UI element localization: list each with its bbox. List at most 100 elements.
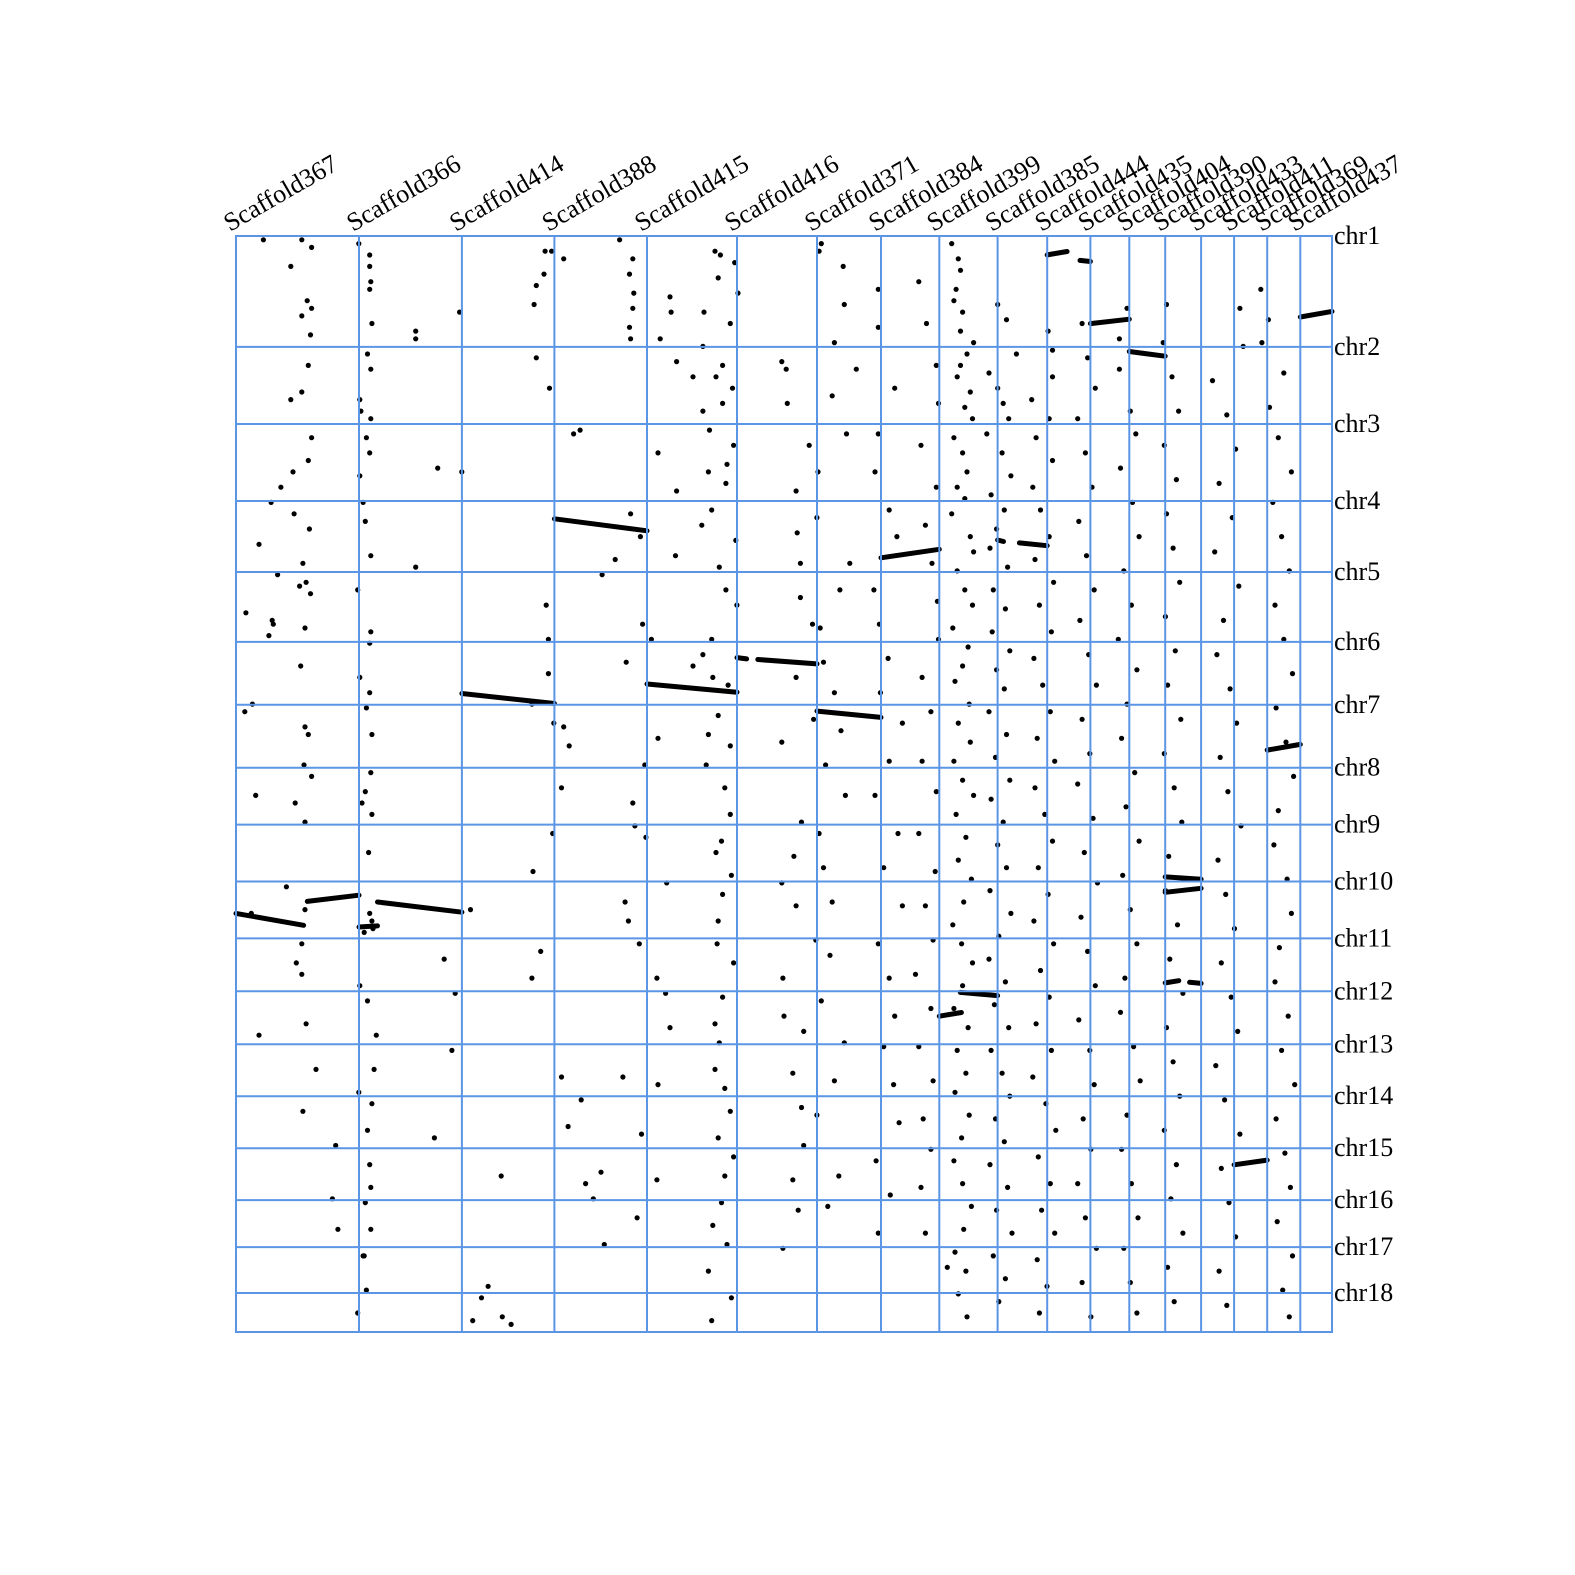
data-point [530,868,536,875]
data-point [951,1158,957,1164]
data-point [1040,682,1046,688]
data-point [290,469,296,475]
data-point [623,659,629,665]
data-point [1174,922,1181,928]
data-point [1236,583,1242,589]
data-point [253,792,259,799]
data-point [626,271,633,277]
data-point [969,960,976,966]
data-point [278,484,284,490]
data-point [270,621,276,627]
scatter-points [242,237,1298,1327]
data-point [886,975,892,981]
data-point [818,998,824,1004]
data-point [954,1047,960,1053]
data-point [283,884,289,890]
alignment-segment-Scaffold371-chr7 [814,708,884,720]
data-point [960,983,966,989]
data-point [363,1287,369,1293]
data-point [932,868,938,875]
data-point [1003,865,1010,871]
data-point [335,1226,341,1232]
chromosome-label: chr13 [1334,1029,1393,1058]
data-point [1223,891,1229,898]
data-point [1172,648,1178,654]
data-point [373,1032,379,1038]
data-point [302,625,308,631]
data-point [545,671,552,677]
data-point [705,731,712,738]
data-point [367,252,373,258]
data-point [1273,1116,1279,1122]
data-point [1092,385,1098,391]
data-point [561,256,567,262]
data-point [731,960,737,966]
data-point [965,644,971,650]
data-point [1000,819,1006,825]
chromosome-label: chr17 [1334,1232,1393,1261]
data-point [961,1226,967,1232]
data-point [875,286,881,292]
data-point [783,366,789,372]
data-point [843,431,850,437]
chromosome-label: chr4 [1334,486,1380,515]
data-point [984,431,990,437]
data-point [963,1268,969,1274]
data-point [872,792,878,799]
data-point [928,709,934,715]
data-point [960,777,966,783]
data-point [1000,400,1006,406]
alignment-segment-Scaffold366-chr10 [356,923,380,930]
data-point [301,762,307,768]
data-point [1049,457,1056,464]
data-point [922,522,929,528]
data-point [1286,1314,1292,1320]
data-point [1213,1063,1219,1069]
data-point [366,849,372,856]
data-point [654,1177,660,1183]
data-point [791,853,797,859]
data-point [965,1025,971,1031]
data-point [1047,1181,1053,1187]
data-point [797,560,804,566]
data-point [636,941,642,947]
data-point [583,1181,589,1187]
data-point [256,541,262,547]
data-point [1287,1184,1293,1190]
data-point [1165,1264,1171,1270]
data-point [986,370,992,376]
data-point [1173,477,1179,483]
data-point [654,975,660,981]
data-point [713,374,719,380]
data-point [798,819,805,825]
chromosome-label: chr1 [1334,221,1380,250]
alignment-segment-Scaffold414-chr6 [459,691,557,706]
data-point [1258,286,1264,292]
data-point [674,359,680,365]
data-point [307,591,314,597]
data-point [1076,518,1082,525]
data-point [1119,735,1125,741]
data-point [655,735,661,741]
data-point [1001,507,1007,513]
data-point [886,507,892,513]
data-point [731,442,737,448]
data-point [987,545,993,551]
data-point [1280,1287,1286,1293]
data-point [300,560,306,566]
data-point [922,1230,929,1236]
data-point [1081,849,1087,856]
data-point [305,731,311,738]
data-point [467,907,474,913]
data-point [648,636,655,643]
data-point [955,857,961,863]
data-point [275,572,281,578]
data-point [818,241,824,247]
data-point [999,1070,1005,1076]
data-point [971,340,977,346]
data-point [690,663,696,669]
data-point [933,789,939,795]
data-point [1271,842,1277,848]
data-point [960,663,966,669]
data-point [871,587,877,593]
